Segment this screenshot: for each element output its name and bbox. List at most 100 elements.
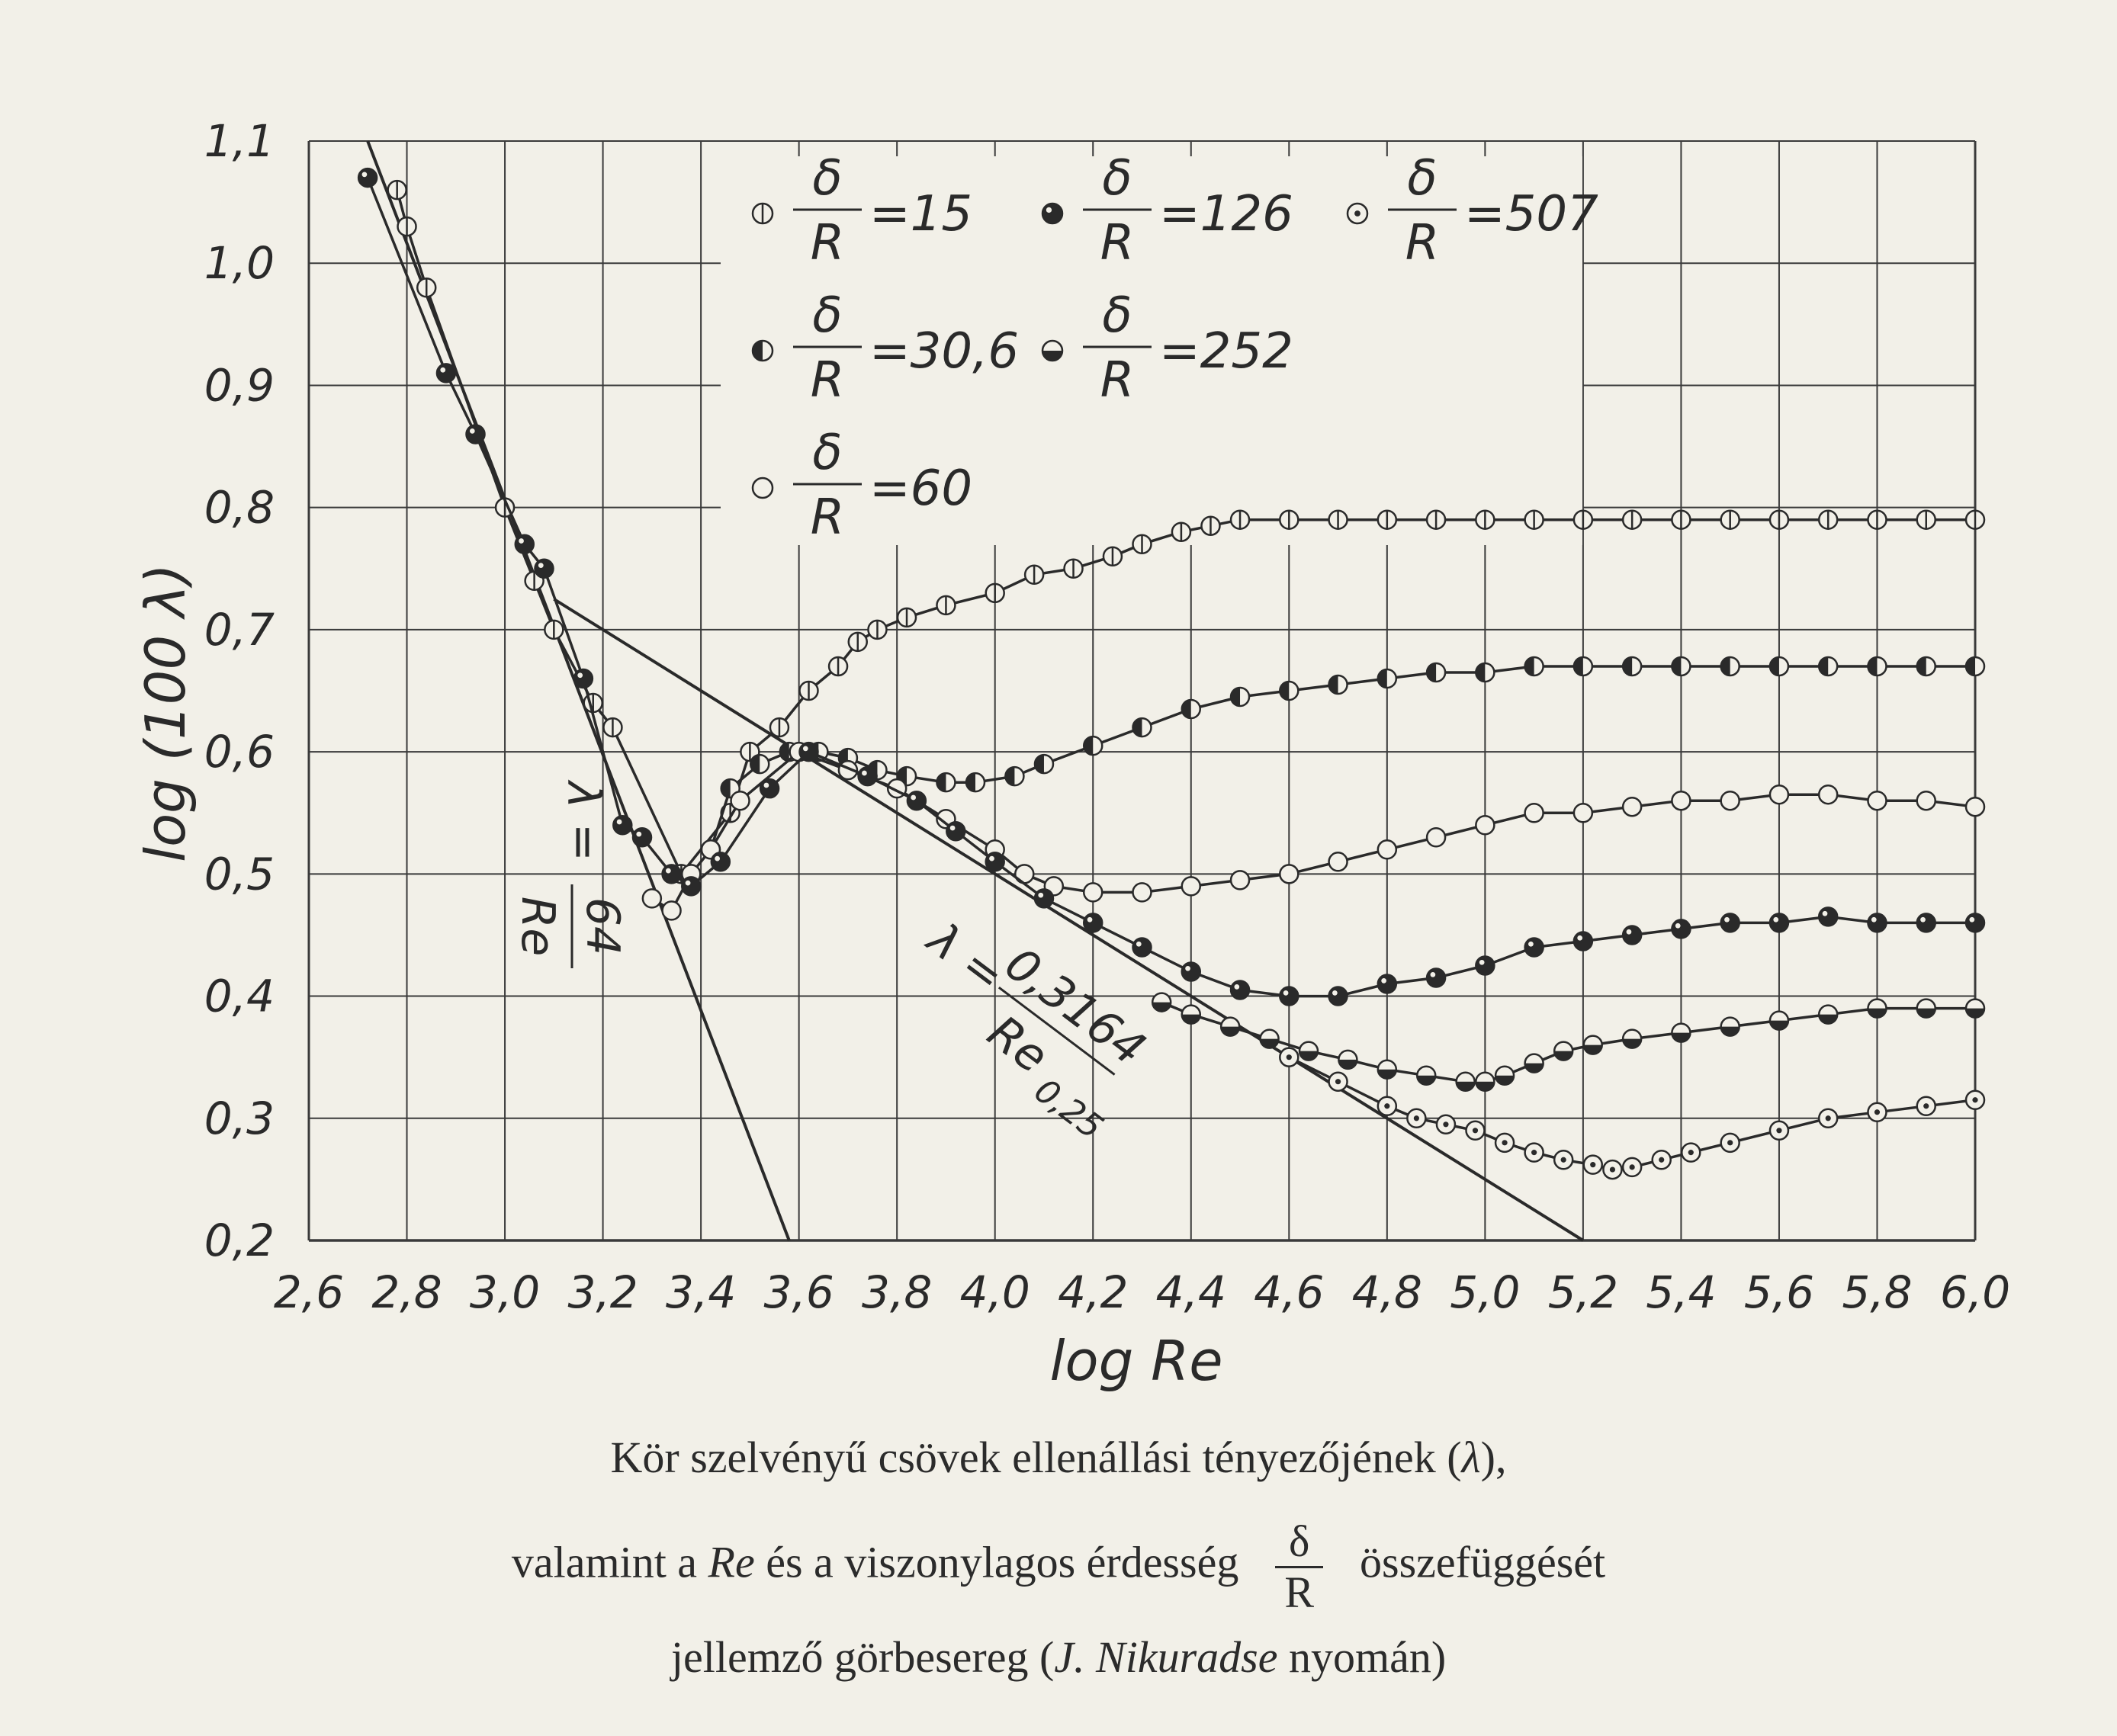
x-axis-label: log Re [1050,1329,1223,1393]
data-point [798,680,819,701]
y-tick-label: 0,4 [204,971,275,1022]
data-point [1916,509,1936,530]
data-point [1553,1041,1574,1061]
legend-item: δR =30,6 [751,287,1019,409]
data-point [1425,509,1447,530]
legend-marker [751,202,774,225]
data-point [827,656,849,677]
data-point [1338,1049,1358,1070]
data-point [1377,668,1398,689]
y-tick-label: 0,3 [204,1093,275,1144]
data-point [1553,1150,1574,1170]
caption-text-1: Kör szelvényű csövek ellenállási tényező… [610,1433,1462,1482]
data-point [1219,1016,1241,1037]
reference-line-2 [553,598,1584,1242]
data-point [1768,913,1790,933]
data-point [936,595,956,616]
legend-delta: δ [812,150,842,207]
data-point [1916,656,1936,677]
data-point [1023,564,1045,586]
data-point [387,179,407,201]
caption-frac-num: δ [1275,1517,1324,1568]
y-tick-label: 0,2 [204,1215,275,1266]
data-point [1768,656,1790,677]
data-point [583,692,603,714]
data-point [1671,509,1691,530]
data-point [1082,735,1103,756]
y-tick-label: 0,9 [204,359,275,411]
data-point [1063,558,1084,579]
x-tick-label: 5,0 [1450,1266,1520,1318]
data-point [1572,509,1594,530]
friction-chart: 2,6 2,8 3,0 3,2 3,4 3,6 3,8 4,0 4,2 4,4 4,6 4,8 5,0 5… [133,115,2010,1393]
legend-r: R [811,215,844,271]
data-point [1151,992,1172,1012]
data-point [946,821,966,842]
x-tick-label: 2,8 [371,1266,442,1318]
data-point [1033,753,1055,775]
formula-blasius-exponent: 0,25 [1027,1071,1110,1147]
data-point [1572,656,1594,677]
caption-author: J. Nikuradse [1054,1632,1278,1682]
data-point [985,852,1005,872]
data-point [641,888,663,909]
x-tick-label: 4,0 [960,1266,1030,1318]
tick-labels: 2,6 2,8 3,0 3,2 3,4 3,6 3,8 4,0 4,2 4,4 4,6 4,8 5,0 5… [204,115,2010,1318]
data-point [1602,1159,1623,1180]
y-tick-label: 0,7 [204,604,275,656]
data-point [1817,1004,1839,1025]
data-point [1964,913,1986,933]
data-point [1671,790,1691,811]
data-point [1916,913,1936,933]
data-point [1768,509,1790,530]
caption-line-1: Kör szelvényű csövek ellenállási tényező… [0,1432,2117,1483]
data-point [1229,870,1251,890]
data-point [631,827,653,848]
legend-r: R [1405,215,1439,271]
data-point [465,424,486,444]
data-point [1279,680,1299,701]
caption-lambda: λ [1461,1433,1481,1482]
data-point [1817,509,1839,530]
data-point [1181,876,1202,897]
x-tick-label: 3,4 [666,1266,736,1318]
data-point [759,778,780,799]
data-point [1817,1108,1839,1129]
data-point [1524,802,1544,823]
data-point [1768,1120,1790,1141]
data-point [1415,1065,1437,1086]
data-point [1377,974,1398,994]
caption-text-2a: valamint a [511,1537,708,1587]
data-point [602,717,623,738]
legend-r: R [811,352,844,409]
data-point [1621,509,1643,530]
data-point [514,534,535,554]
data-point [1425,827,1447,848]
legend-label: =15 [869,186,972,242]
data-point [1229,509,1251,530]
y-tick-label: 0,6 [204,726,275,778]
data-point [1524,509,1544,530]
data-point [1475,509,1495,530]
data-point [1328,986,1348,1006]
data-point [1455,1071,1476,1092]
data-point [1681,1142,1701,1163]
formula-laminar-num: 64 [576,897,629,955]
data-point [1406,1108,1427,1129]
formula-blasius-lhs: λ = [917,911,1014,1003]
data-point [1768,784,1790,805]
data-point [1817,656,1839,677]
legend-label: =30,6 [869,323,1019,380]
data-point [1082,882,1103,903]
data-point [1524,1053,1544,1073]
data-point [985,582,1005,604]
y-tick-label: 1,1 [204,115,275,167]
data-point [1181,1004,1202,1025]
data-point [1572,931,1594,951]
data-point [1102,546,1123,567]
caption-text-2b: és a viszonylagos érdesség [754,1537,1239,1587]
legend-label: =507 [1464,186,1598,242]
x-tick-label: 5,8 [1842,1266,1912,1318]
legend-r: R [1100,215,1134,271]
